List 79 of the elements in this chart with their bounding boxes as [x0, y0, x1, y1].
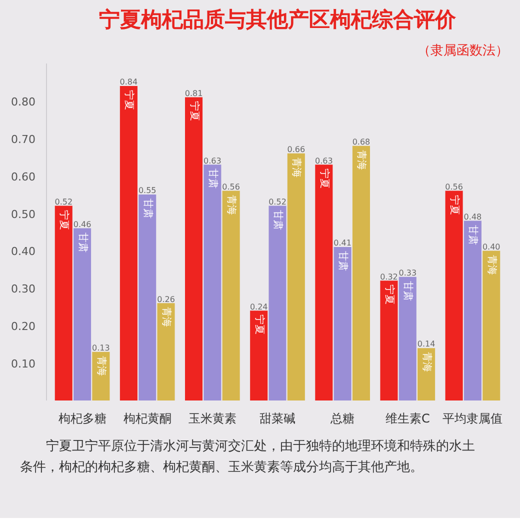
y-tick-label: 0.30 [11, 282, 36, 296]
x-tick-label: 平均隶属值 [442, 412, 503, 426]
bar [185, 97, 203, 400]
data-label: 0.32 [380, 272, 398, 282]
y-tick-label: 0.50 [11, 208, 36, 221]
text: 宁夏 [318, 168, 330, 189]
y-tick-label: 0.10 [11, 358, 36, 371]
data-label: 0.63 [204, 156, 222, 166]
data-label: 0.46 [73, 220, 92, 229]
bar [138, 194, 156, 400]
text: 宁夏 [58, 210, 70, 230]
bar [445, 190, 463, 400]
data-label: 0.55 [138, 186, 156, 196]
y-tick-label: 0.70 [11, 132, 36, 146]
data-label: 0.33 [398, 268, 417, 278]
data-label: 0.14 [417, 340, 436, 349]
text: 甘肃 [402, 280, 414, 301]
x-tick-label: 玉米黄素 [188, 412, 236, 426]
text: 宁夏卫宁平原位于清水河与黄河交汇处，由于独特的地理环境和特殊的水土条件，枸杞的枸杞多糖、枸杞黄酮、玉米黄素等成分均高于其他产地。 [20, 438, 476, 477]
text: 青海 [160, 307, 172, 328]
bar [222, 190, 240, 400]
data-label: 0.56 [222, 182, 240, 192]
data-label: 0.81 [184, 88, 203, 98]
text: 青海 [420, 352, 432, 372]
text: 甘肃 [272, 210, 283, 230]
x-tick-label: 枸杞多糖 [58, 412, 106, 426]
bar [315, 164, 333, 400]
series-label: 宁夏 [253, 314, 266, 335]
data-label: 0.24 [250, 302, 268, 312]
bar [250, 310, 268, 400]
bar [482, 250, 500, 400]
data-label: 0.41 [334, 238, 352, 248]
data-label: 0.26 [157, 294, 175, 304]
x-tick-label: 枸杞黄酮 [123, 412, 172, 426]
series-label: 青海 [226, 194, 238, 215]
text: 甘肃 [337, 251, 348, 272]
text: 宁夏 [123, 90, 134, 110]
text: 青海 [486, 254, 497, 275]
bar [334, 246, 352, 400]
bar [287, 153, 305, 400]
y-tick-label: 0.60 [11, 170, 36, 184]
x-tick-label: 甜菜碱 [260, 412, 296, 426]
text: 宁夏 [448, 194, 460, 215]
text: 青海 [290, 157, 302, 178]
data-label: 0.84 [120, 78, 138, 87]
chart-subtitle: （隶属函数法） [418, 44, 508, 58]
bar [204, 164, 222, 400]
data-label: 0.68 [352, 138, 370, 147]
bar [268, 206, 286, 400]
data-label: 0.52 [54, 197, 73, 206]
data-label: 0.56 [445, 182, 463, 192]
text: 青海 [95, 356, 106, 376]
bar [54, 206, 72, 400]
data-label: 0.40 [482, 242, 500, 252]
text: 宁夏 [188, 101, 200, 122]
bar [464, 220, 482, 400]
bar [352, 146, 370, 400]
text: 宁夏 [383, 284, 394, 305]
bar [120, 86, 138, 400]
data-label: 0.63 [315, 156, 333, 166]
text: 甘肃 [467, 224, 478, 245]
bar [398, 276, 416, 400]
y-tick-label: 0.40 [11, 245, 36, 258]
bar [74, 228, 92, 400]
data-label: 0.48 [464, 212, 482, 222]
y-tick-label: 0.20 [11, 320, 36, 334]
chart-title: 宁夏枸杞品质与其他产区枸杞综合评价 [99, 8, 457, 32]
x-tick-label: 维生素C [385, 412, 430, 426]
bar [157, 303, 175, 400]
data-label: 0.13 [92, 343, 110, 352]
x-tick-label: 总糖 [330, 412, 355, 426]
series-label: 甘肃 [142, 198, 154, 219]
y-tick-label: 0.80 [11, 95, 36, 108]
text: 青海 [356, 150, 367, 170]
data-label: 0.66 [287, 145, 306, 154]
data-label: 0.52 [268, 197, 286, 206]
bar [380, 280, 398, 400]
text: 甘肃 [76, 232, 88, 252]
text: 甘肃 [206, 168, 218, 189]
